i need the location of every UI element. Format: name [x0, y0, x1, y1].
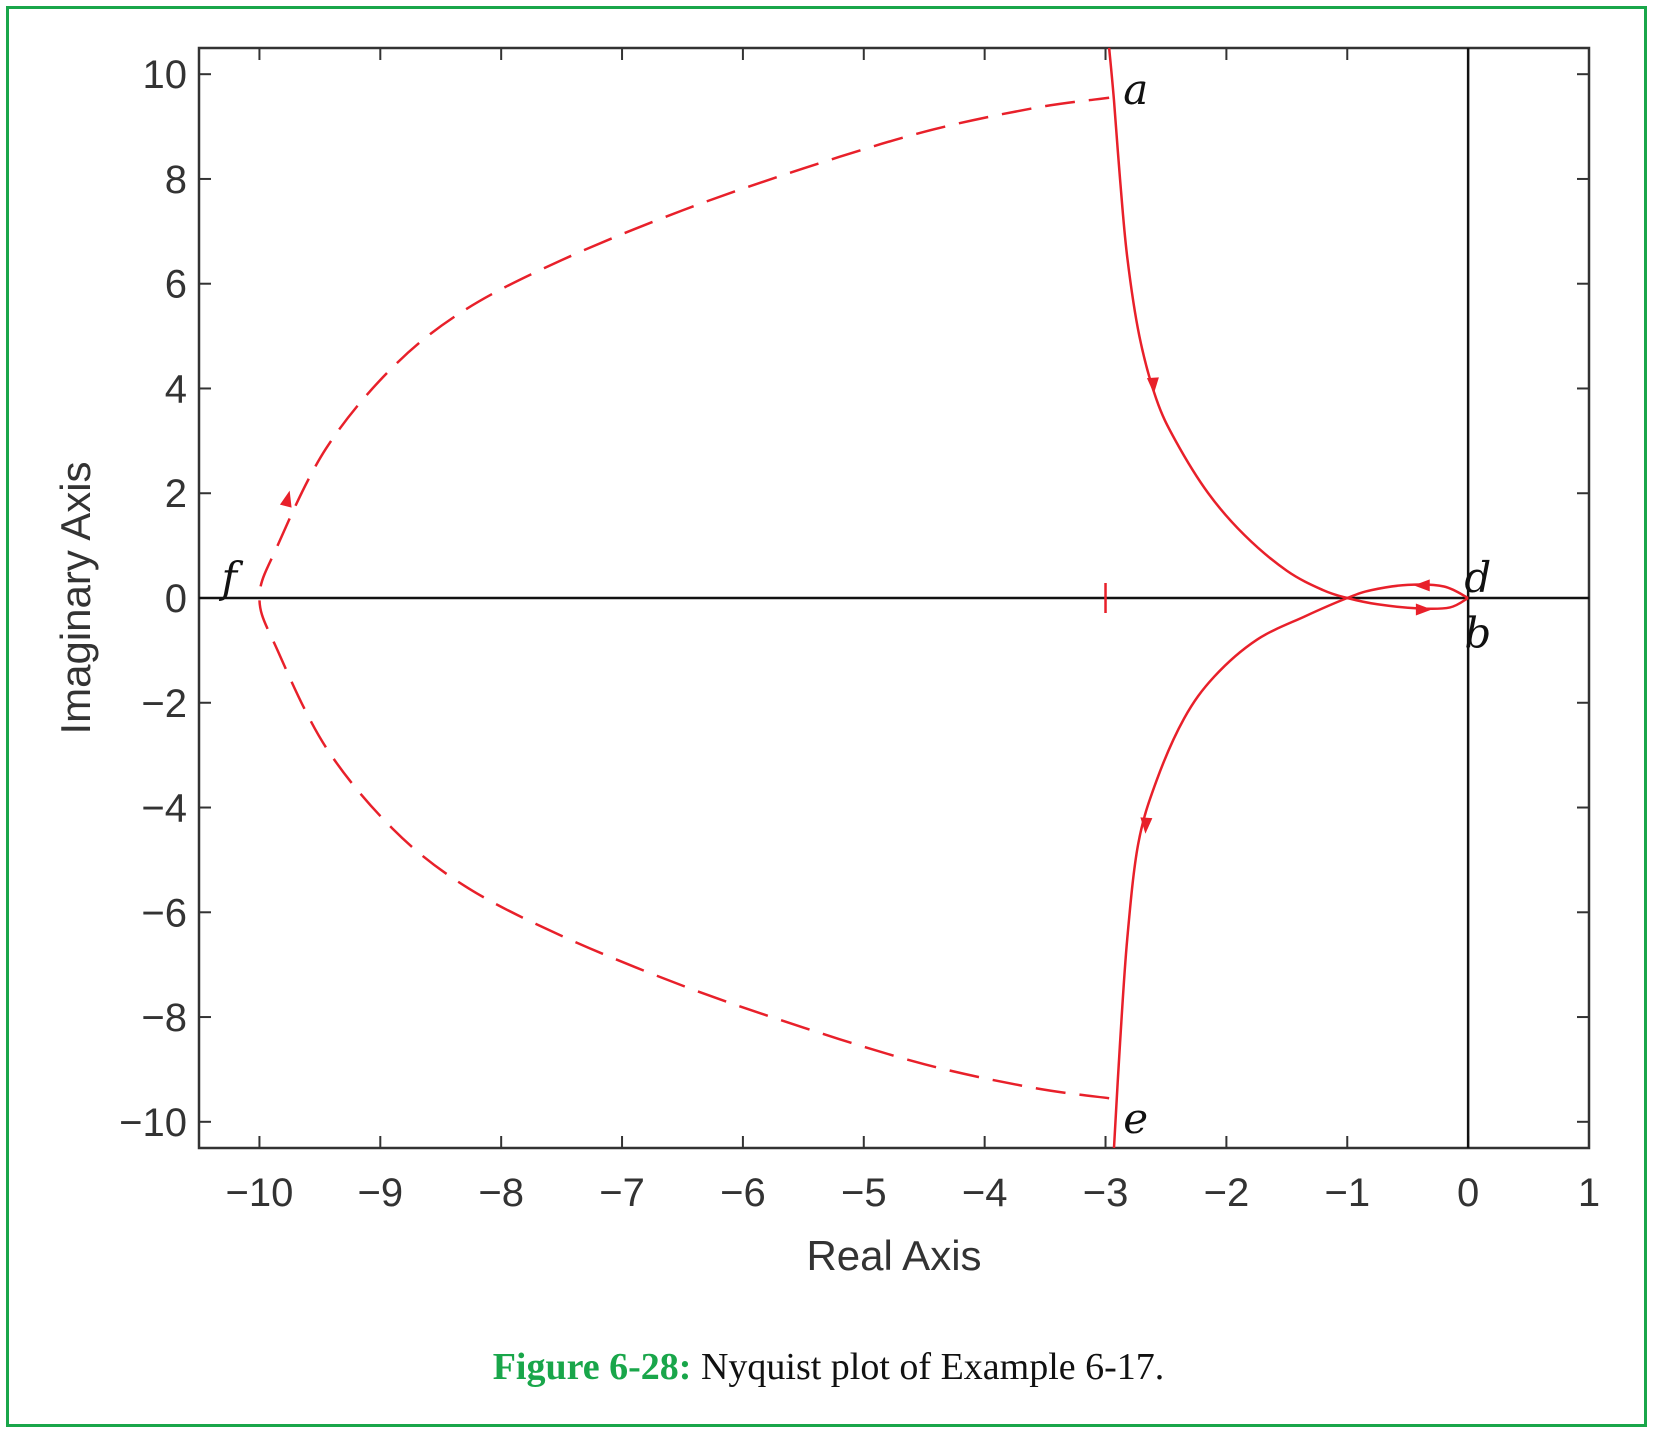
y-tick-label: 10: [143, 53, 188, 97]
x-tick-label: −8: [478, 1171, 524, 1215]
point-label-a: a: [1123, 65, 1148, 114]
nyquist-curve-2: [1112, 583, 1469, 1149]
nyquist-curve-3: [258, 96, 1110, 1100]
figure-label: Figure 6-28:: [492, 1346, 692, 1388]
series-group: [258, 47, 1469, 1149]
point-label-e: e: [1123, 1094, 1148, 1143]
y-tick-label: −10: [119, 1101, 187, 1145]
x-tick-label: −2: [1204, 1171, 1250, 1215]
x-tick-label: −3: [1083, 1171, 1129, 1215]
axes: −10 −9 −8 −7 −6 −5 −4 −3 −2 −1 0 1−10−8−6−4−2024681…: [119, 46, 1600, 1215]
y-tick-label: −8: [141, 996, 187, 1040]
point-label-d: d: [1464, 553, 1491, 602]
arrows-group: [279, 377, 1432, 834]
figure-caption: Figure 6-28: Nyquist plot of Example 6-1…: [0, 1345, 1657, 1389]
direction-arrow: [279, 490, 292, 508]
y-tick-label: 2: [165, 472, 187, 516]
y-tick-label: −2: [141, 682, 187, 726]
direction-arrow: [1146, 377, 1159, 394]
point-label-b: b: [1464, 609, 1491, 658]
y-tick-label: 6: [165, 263, 187, 307]
x-tick-label: 1: [1578, 1171, 1600, 1215]
x-tick-label: −10: [226, 1171, 294, 1215]
x-tick-label: −9: [357, 1171, 403, 1215]
y-tick-label: 0: [165, 577, 187, 621]
y-tick-label: 4: [165, 367, 187, 411]
y-tick-label: 8: [165, 158, 187, 202]
x-tick-label: −1: [1324, 1171, 1370, 1215]
x-tick-label: 0: [1457, 1171, 1479, 1215]
direction-arrow: [1415, 603, 1432, 616]
nyquist-curve-1: [1107, 47, 1469, 611]
y-axis-title: Imaginary Axis: [52, 461, 99, 734]
y-tick-label: −6: [141, 891, 187, 935]
x-tick-label: −4: [962, 1171, 1008, 1215]
x-tick-label: −5: [841, 1171, 887, 1215]
direction-arrow: [1140, 817, 1153, 834]
figure-text: Nyquist plot of Example 6-17.: [700, 1346, 1165, 1388]
x-tick-label: −7: [599, 1171, 645, 1215]
direction-arrow: [1413, 579, 1430, 592]
nyquist-chart: −10 −9 −8 −7 −6 −5 −4 −3 −2 −1 0 1−10−8−6−4−2024681…: [52, 46, 1600, 1279]
x-tick-label: −6: [720, 1171, 766, 1215]
x-axis-title: Real Axis: [806, 1232, 981, 1279]
y-tick-label: −4: [141, 787, 187, 831]
